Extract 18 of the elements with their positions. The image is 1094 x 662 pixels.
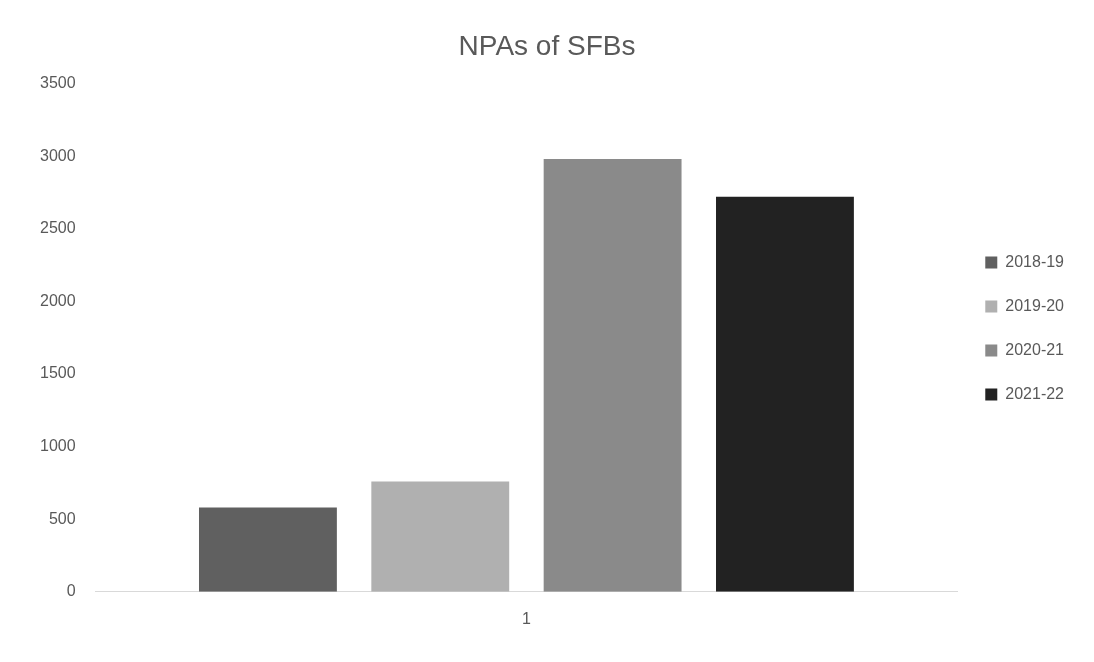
y-tick-label: 1500	[40, 364, 76, 382]
legend-label: 2020-21	[1005, 340, 1065, 358]
bar	[199, 507, 337, 592]
x-tick-label: 1	[521, 609, 531, 627]
bar	[371, 481, 510, 592]
bar	[716, 196, 854, 592]
y-tick-label: 1000	[40, 437, 76, 455]
legend-label: 2018-19	[1005, 252, 1065, 270]
y-tick-label: 3000	[40, 146, 76, 164]
chart-title: NPAs of SFBs	[458, 29, 636, 61]
y-tick-label: 0	[66, 582, 76, 600]
y-tick-label: 2000	[40, 291, 76, 309]
bar	[543, 159, 682, 592]
y-tick-label: 500	[48, 509, 76, 527]
y-tick-label: 3500	[40, 74, 76, 92]
legend-label: 2019-20	[1005, 296, 1065, 314]
legend-label: 2021-22	[1005, 384, 1065, 402]
y-tick-label: 2500	[40, 219, 76, 237]
